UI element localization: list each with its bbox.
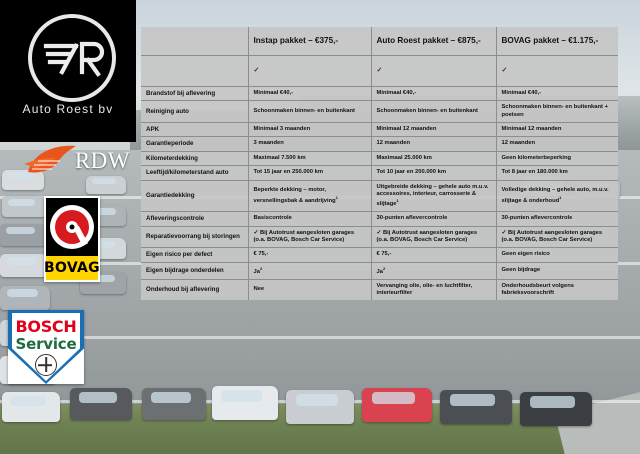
table-row: Eigen bijdrage onderdelen Ja2 Ja2 Geen bijd… bbox=[141, 262, 618, 280]
cell-r9-c1: € 75,- bbox=[371, 247, 497, 263]
bosch-service-word: Service bbox=[15, 335, 77, 353]
cell-r2-c0: Minimaal 3 maanden bbox=[248, 122, 372, 138]
cell-r9-c2: Geen eigen risico bbox=[496, 247, 618, 263]
table-row: Brandstof bij aflevering Minimaal €40,- Mi… bbox=[141, 86, 618, 102]
cell-r5-c2: Tot 8 jaar en 180.000 km bbox=[496, 165, 618, 181]
cell-r4-c2: Geen kilometerbeperking bbox=[496, 151, 618, 167]
cell-r0-c0: Minimaal €40,- bbox=[248, 86, 372, 102]
table-row: Eigen risico per defect € 75,- € 75,- Geen … bbox=[141, 247, 618, 263]
row-label: Brandstof bij aflevering bbox=[141, 86, 249, 102]
cell-r3-c1: 12 maanden bbox=[371, 136, 497, 152]
rdw-logo-icon: RDW bbox=[22, 142, 132, 182]
cell-r7-c2: 30-punten aflevercontrole bbox=[496, 211, 618, 227]
check-icon: ✓ bbox=[253, 66, 260, 74]
row-label: APK bbox=[141, 122, 249, 138]
cell-r11-c0: Nee bbox=[248, 279, 372, 301]
checkmark-cell-2: ✓ bbox=[496, 55, 618, 87]
comparison-grid: Instap pakket – €375,- Auto Roest pakket… bbox=[141, 27, 618, 301]
table-row: Leeftijd/kilometerstand auto Tot 15 jaar … bbox=[141, 165, 618, 181]
row-label: Onderhoud bij aflevering bbox=[141, 279, 249, 301]
cell-r6-c0: Beperkte dekking – motor, versnellingsba… bbox=[248, 180, 372, 213]
cell-r3-c2: 12 maanden bbox=[496, 136, 618, 152]
cell-r1-c1: Schoonmaken binnen- en buitenkant bbox=[371, 100, 497, 123]
row-label: Garantieperiode bbox=[141, 136, 249, 152]
cell-r10-c2: Geen bijdrage bbox=[496, 262, 618, 280]
cell-r10-c0: Ja2 bbox=[248, 262, 372, 280]
bosch-service-logo-icon: BOSCH Service bbox=[8, 310, 84, 384]
cell-r5-c1: Tot 10 jaar en 200.000 km bbox=[371, 165, 497, 181]
bovag-logo-icon: BOVAG bbox=[44, 196, 100, 282]
table-row: APK Minimaal 3 maanden Minimaal 12 maanden… bbox=[141, 122, 618, 138]
rdw-feather-icon bbox=[24, 145, 76, 173]
row-label: Kilometerdekking bbox=[141, 151, 249, 167]
table-row: Reiniging auto Schoonmaken binnen- en bui… bbox=[141, 100, 618, 123]
cell-r6-c1: Uitgebreide dekking – gehele auto m.u.v.… bbox=[371, 180, 497, 213]
bosch-armature-icon bbox=[35, 354, 57, 376]
cell-r9-c0: € 75,- bbox=[248, 247, 372, 263]
table-row: Kilometerdekking Maximaal 7.500 km Maximaa… bbox=[141, 151, 618, 167]
cell-r0-c1: Minimaal €40,- bbox=[371, 86, 497, 102]
cell-r11-c1: Vervanging olie, olie- en luchtfilter, i… bbox=[371, 279, 497, 301]
checkmark-cell-1: ✓ bbox=[371, 55, 497, 87]
cell-r10-c1: Ja2 bbox=[371, 262, 497, 280]
row-label: Reiniging auto bbox=[141, 100, 249, 123]
package-comparison-table: Instap pakket – €375,- Auto Roest pakket… bbox=[141, 27, 618, 301]
cell-r8-c0: ✓ Bij Autotrust aangesloten garages (o.a… bbox=[248, 226, 372, 249]
check-icon: ✓ bbox=[501, 66, 508, 74]
cell-r4-c1: Maximaal 25.000 km bbox=[371, 151, 497, 167]
row-label bbox=[141, 55, 249, 87]
cell-r5-c0: Tot 15 jaar en 250.000 km bbox=[248, 165, 372, 181]
col-header-instap: Instap pakket – €375,- bbox=[248, 27, 372, 56]
bovag-emblem-icon bbox=[46, 198, 98, 256]
cell-r8-c1: ✓ Bij Autotrust aangesloten garages (o.a… bbox=[371, 226, 497, 249]
bovag-wordmark: BOVAG bbox=[44, 256, 100, 280]
rdw-wordmark: RDW bbox=[74, 148, 130, 173]
cell-r1-c0: Schoonmaken binnen- en buitenkant bbox=[248, 100, 372, 123]
cell-r7-c1: 30-punten aflevercontrole bbox=[371, 211, 497, 227]
auto-roest-monogram-icon bbox=[28, 14, 116, 102]
col-header-feature bbox=[141, 27, 249, 56]
cell-r6-c2: Volledige dekking – gehele auto, m.u.v. … bbox=[496, 180, 618, 213]
cell-r2-c1: Minimaal 12 maanden bbox=[371, 122, 497, 138]
brand-panel: Auto Roest bv bbox=[0, 0, 136, 142]
row-label: Eigen risico per defect bbox=[141, 247, 249, 263]
cell-r1-c2: Schoonmaken binnen- en buitenkant + poet… bbox=[496, 100, 618, 123]
cell-r0-c2: Minimaal €40,- bbox=[496, 86, 618, 102]
table-row: Garantiedekking Beperkte dekking – motor,… bbox=[141, 180, 618, 213]
table-row: Reparatievoorrang bij storingen ✓ Bij Aut… bbox=[141, 226, 618, 249]
cell-r8-c2: ✓ Bij Autotrust aangesloten garages (o.a… bbox=[496, 226, 618, 249]
table-row: Afleveringscontrole Basiscontrole 30-punte… bbox=[141, 211, 618, 227]
row-label: Eigen bijdrage onderdelen bbox=[141, 262, 249, 280]
checkmark-cell-0: ✓ bbox=[248, 55, 372, 87]
cell-r11-c2: Onderhoudsbeurt volgens fabrieksvoorschr… bbox=[501, 282, 574, 297]
cell-r7-c0: Basiscontrole bbox=[248, 211, 372, 227]
bosch-wordmark: BOSCH bbox=[15, 317, 77, 336]
table-row: Garantieperiode 3 maanden 12 maanden 12 maa… bbox=[141, 136, 618, 152]
cell-r2-c2: Minimaal 12 maanden bbox=[496, 122, 618, 138]
table-header-row: Instap pakket – €375,- Auto Roest pakket… bbox=[141, 27, 618, 56]
row-label: Garantiedekking bbox=[141, 180, 249, 213]
monogram-glyph-icon bbox=[43, 41, 105, 77]
col-header-bovag: BOVAG pakket – €1.175,- bbox=[496, 27, 618, 56]
check-icon: ✓ bbox=[376, 66, 383, 74]
row-label: Afleveringscontrole bbox=[141, 211, 249, 227]
cell-r4-c0: Maximaal 7.500 km bbox=[248, 151, 372, 167]
table-row: Onderhoud bij aflevering Nee Vervanging ol… bbox=[141, 279, 618, 301]
table-row-availability: ✓ ✓ ✓ bbox=[141, 55, 618, 87]
table-body: ✓ ✓ ✓ Brandstof bij aflevering Minimaal €40,… bbox=[141, 55, 618, 301]
cell-r3-c0: 3 maanden bbox=[248, 136, 372, 152]
row-label: Reparatievoorrang bij storingen bbox=[141, 226, 249, 249]
col-header-auto-roest: Auto Roest pakket – €875,- bbox=[371, 27, 497, 56]
row-label: Leeftijd/kilometerstand auto bbox=[141, 165, 249, 181]
brand-name: Auto Roest bv bbox=[22, 102, 114, 116]
